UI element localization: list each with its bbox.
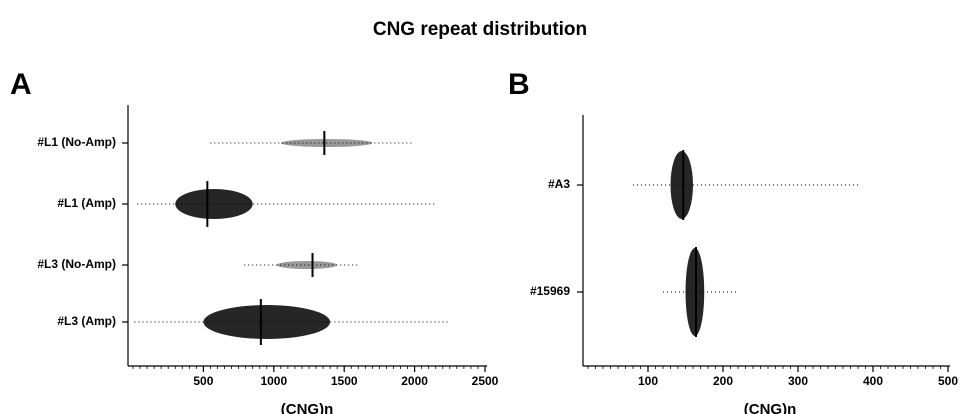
- figure-title: CNG repeat distribution: [373, 19, 587, 40]
- swarm-core: [175, 189, 253, 219]
- swarm-core: [276, 261, 338, 269]
- category-label: #L3 (No-Amp): [37, 257, 116, 271]
- category-label: #L1 (No-Amp): [37, 135, 116, 149]
- category-label: #L3 (Amp): [57, 314, 116, 328]
- category-label: #A3: [548, 177, 570, 191]
- swarm-core: [685, 248, 705, 336]
- panel-letter: B: [508, 68, 530, 101]
- x-tick-label: 2000: [401, 374, 428, 388]
- swarm-core: [203, 305, 331, 339]
- x-tick-label: 300: [788, 374, 808, 388]
- panel-letter: A: [10, 68, 32, 101]
- x-tick-label: 2500: [472, 374, 499, 388]
- x-tick-label: 400: [863, 374, 883, 388]
- x-tick-label: 1500: [331, 374, 358, 388]
- x-axis-label: (CNG)n: [281, 401, 334, 414]
- x-tick-label: 100: [638, 374, 658, 388]
- x-tick-label: 200: [713, 374, 733, 388]
- category-label: #L1 (Amp): [57, 196, 116, 210]
- category-label: #15969: [530, 284, 570, 298]
- swarm-core: [280, 139, 373, 147]
- x-axis-label: (CNG)n: [744, 401, 797, 414]
- x-tick-label: 1000: [260, 374, 287, 388]
- x-tick-label: 500: [938, 374, 958, 388]
- x-tick-label: 500: [193, 374, 213, 388]
- swarm-core: [670, 151, 693, 219]
